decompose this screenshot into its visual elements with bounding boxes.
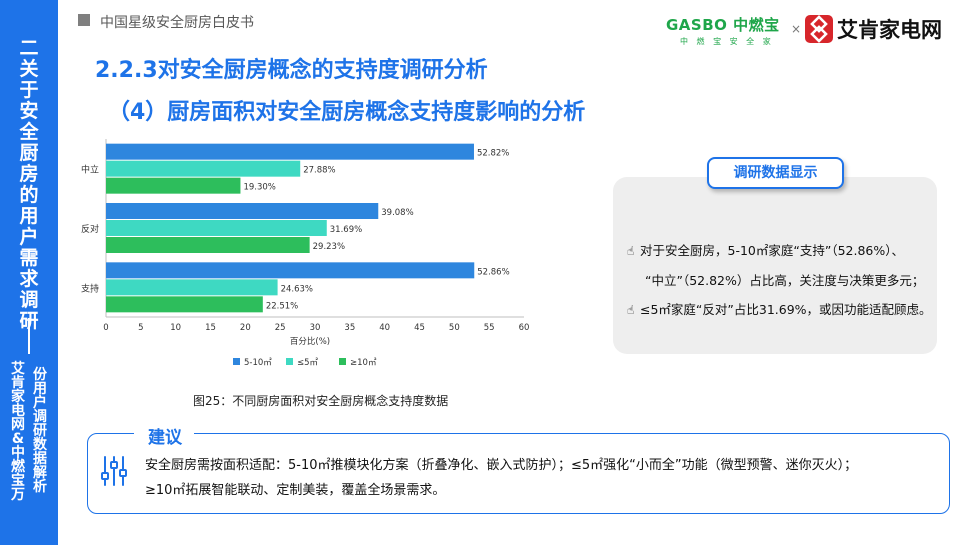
- info-box-tab: 调研数据显示: [707, 157, 844, 189]
- data-label: 19.30%: [243, 183, 275, 193]
- bar: [106, 177, 241, 194]
- gasbo-logo: GASBO 中燃宝 中 燃 宝 安 全 家: [666, 14, 780, 47]
- logo-separator: ×: [791, 22, 802, 36]
- category-label: 反对: [81, 223, 99, 235]
- bar: [106, 279, 278, 296]
- legend-swatch: [286, 358, 293, 365]
- x-tick-label: 15: [205, 323, 216, 333]
- bar: [106, 296, 263, 313]
- bar-chart: 中立 52.82% 27.88% 19.30% 反对 39.08% 31.69% 29.23%…: [81, 139, 530, 368]
- chart-heading: （4）厨房面积对安全厨房概念支持度影响的分析: [108, 100, 586, 125]
- bar: [106, 220, 327, 236]
- sidebar-title: 二 关于安全厨房的用户需求调研: [19, 37, 39, 332]
- x-tick-label: 10: [170, 323, 181, 333]
- gasbo-logo-subtext: 中 燃 宝 安 全 家: [680, 37, 774, 46]
- sidebar-divider: [28, 318, 30, 354]
- header-square-icon: [78, 14, 90, 26]
- x-tick-label: 50: [449, 323, 460, 333]
- sliders-icon: [101, 456, 127, 486]
- legend-label: ≥10㎡: [350, 358, 377, 368]
- figure-caption: 图25：不同厨房面积对安全厨房概念支持度数据: [193, 394, 449, 408]
- suggestion-box: [87, 433, 950, 514]
- data-label: 31.69%: [330, 225, 362, 235]
- x-tick-label: 55: [484, 323, 495, 333]
- bar: [106, 160, 301, 177]
- legend-label: 5-10㎡: [244, 358, 272, 368]
- data-label: 52.82%: [477, 149, 509, 159]
- x-tick-label: 5: [138, 323, 143, 333]
- sidebar: 二 关于安全厨房的用户需求调研 艾肯家电网&中燃宝万 份用户调研数据解析: [0, 0, 58, 545]
- bar: [106, 143, 474, 160]
- x-tick-label: 40: [379, 323, 390, 333]
- suggestion-line-2: ≥10㎡拓展智能联动、定制美装，覆盖全场景需求。: [145, 483, 446, 498]
- x-tick-label: 60: [519, 323, 530, 333]
- section-title: 2.2.3对安全厨房概念的支持度调研分析: [95, 58, 488, 83]
- aiken-logo-icon: [805, 15, 833, 43]
- aiken-logo-text: 艾肯家电网: [837, 18, 942, 42]
- data-label: 24.63%: [281, 284, 313, 294]
- category-label: 中立: [81, 164, 99, 176]
- data-label: 52.86%: [477, 267, 509, 277]
- bar: [106, 262, 475, 279]
- x-tick-label: 0: [103, 323, 108, 333]
- info-box: [613, 177, 937, 354]
- data-label: 29.23%: [313, 242, 345, 252]
- suggestion-label: 建议: [148, 428, 182, 448]
- header-text: 中国星级安全厨房白皮书: [100, 15, 254, 31]
- legend-swatch: [233, 358, 240, 365]
- suggestion-line-1: 安全厨房需按面积适配：5-10㎡推模块化方案（折叠净化、嵌入式防护）；≤5㎡强化…: [145, 458, 858, 473]
- legend-swatch: [339, 358, 346, 365]
- info-line-1-text: 对于安全厨房，5-10㎡家庭“支持”（52.86%）、: [640, 243, 904, 258]
- pointing-hand-icon: ☝: [627, 244, 635, 258]
- bar: [106, 237, 310, 253]
- x-tick-label: 30: [310, 323, 321, 333]
- suggestion-label-background: [134, 424, 194, 446]
- category-label: 支持: [81, 282, 99, 294]
- bar: [106, 203, 379, 219]
- info-line-2: “中立”（52.82%）占比高，关注度与决策更多元；: [645, 273, 925, 288]
- x-tick-label: 25: [275, 323, 286, 333]
- x-tick-label: 45: [414, 323, 425, 333]
- data-label: 39.08%: [381, 208, 413, 218]
- data-label: 27.88%: [303, 166, 335, 176]
- sidebar-subtitle-1: 艾肯家电网&中燃宝万: [11, 361, 25, 503]
- pointing-hand-icon: ☝: [627, 303, 635, 317]
- sidebar-subtitle-2: 份用户调研数据解析: [33, 367, 47, 495]
- legend-label: ≤5㎡: [297, 358, 319, 368]
- info-line-3-text: ≤5㎡家庭“反对”占比31.69%，或因功能适配顾虑。: [640, 302, 932, 317]
- data-label: 22.51%: [266, 301, 298, 311]
- x-tick-label: 35: [344, 323, 355, 333]
- gasbo-logo-text: GASBO 中燃宝: [666, 16, 780, 34]
- info-line-1: ☝ 对于安全厨房，5-10㎡家庭“支持”（52.86%）、: [627, 240, 904, 259]
- info-line-3: ☝ ≤5㎡家庭“反对”占比31.69%，或因功能适配顾虑。: [627, 299, 932, 318]
- x-axis-label: 百分比(%): [290, 336, 330, 347]
- x-tick-label: 20: [240, 323, 251, 333]
